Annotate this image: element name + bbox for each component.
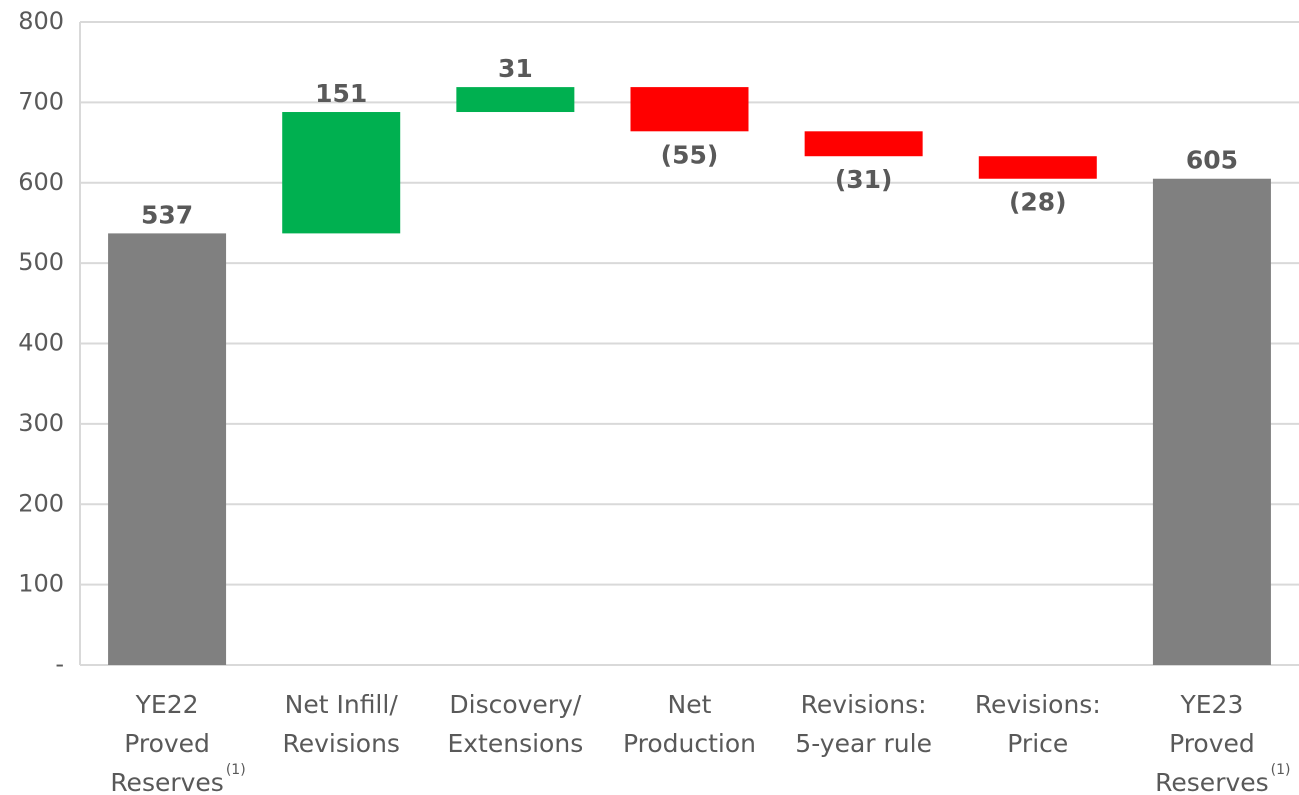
- footnote-marker: (1): [1271, 762, 1291, 778]
- bar: [630, 87, 749, 132]
- x-tick-label: Extensions: [447, 729, 583, 758]
- x-tick-label: Reserves: [110, 768, 224, 795]
- y-tick-label: 200: [18, 489, 64, 517]
- value-label: (28): [1009, 188, 1067, 217]
- y-tick-label: -: [55, 650, 64, 678]
- bar: [804, 131, 923, 157]
- x-tick-label: YE22: [135, 690, 199, 719]
- footnote-marker: (1): [226, 762, 246, 778]
- x-tick-label: Net Infill/: [285, 690, 399, 719]
- y-tick-label: 600: [18, 168, 64, 196]
- bar: [1152, 178, 1271, 665]
- x-tick-label: Discovery/: [449, 690, 582, 719]
- value-label: 151: [315, 79, 367, 108]
- y-tick-label: 800: [18, 7, 64, 35]
- value-label: (55): [661, 140, 719, 169]
- x-tick-label: Production: [623, 729, 756, 758]
- x-tick-label: Reserves: [1155, 768, 1269, 795]
- y-tick-label: 700: [18, 87, 64, 115]
- x-tick-label: Net: [668, 690, 712, 719]
- value-label: (31): [835, 165, 893, 194]
- value-label: 605: [1186, 146, 1238, 175]
- y-tick-label: 400: [18, 329, 64, 357]
- x-tick-label: 5-year rule: [795, 729, 932, 758]
- value-label: 31: [498, 54, 533, 83]
- x-tick-label: Proved: [1169, 729, 1255, 758]
- x-tick-label: Proved: [124, 729, 210, 758]
- y-tick-label: 100: [18, 570, 64, 598]
- y-tick-label: 300: [18, 409, 64, 437]
- x-tick-label: Revisions:: [975, 690, 1101, 719]
- bar: [456, 87, 575, 113]
- bar: [282, 112, 401, 234]
- x-tick-label: Revisions: [282, 729, 400, 758]
- value-label: 537: [141, 200, 193, 229]
- bar: [978, 156, 1097, 179]
- x-tick-label: YE23: [1179, 690, 1243, 719]
- bar: [108, 233, 227, 666]
- x-tick-label: Revisions:: [801, 690, 927, 719]
- y-tick-label: 500: [18, 248, 64, 276]
- x-tick-label: Price: [1007, 729, 1068, 758]
